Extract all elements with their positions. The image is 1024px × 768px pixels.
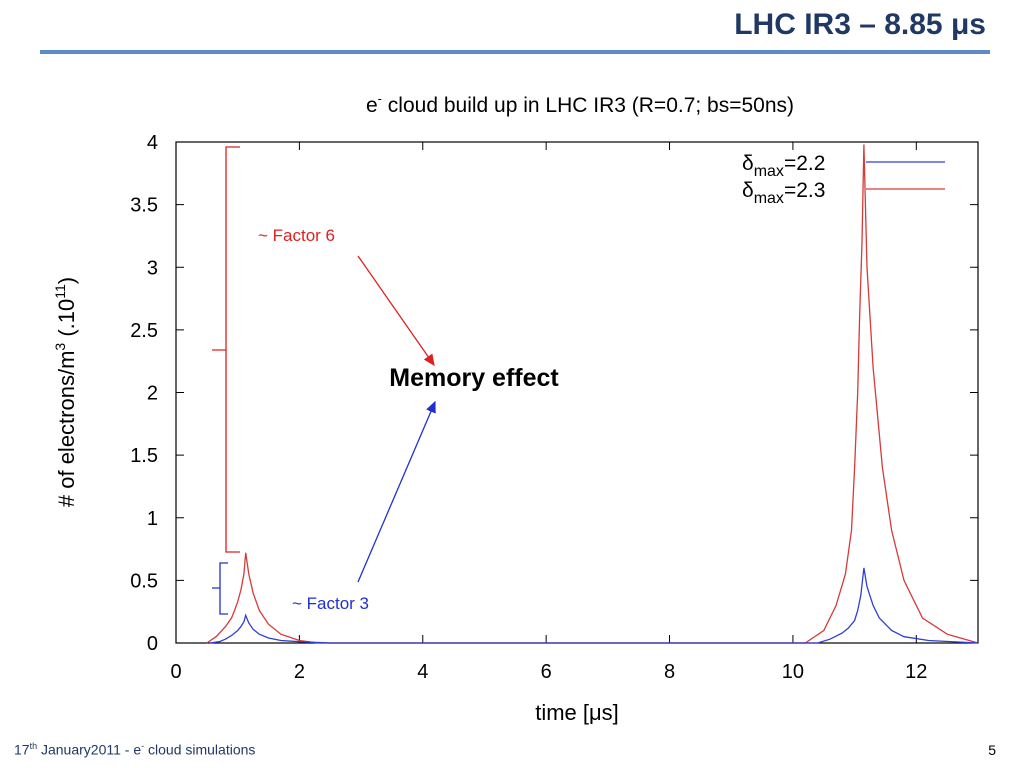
- y-tick-label: 2: [147, 383, 158, 405]
- y-tick-label: 0: [147, 633, 158, 655]
- x-tick-label: 12: [905, 661, 927, 683]
- ylabel-end: ): [54, 277, 79, 284]
- series-line-2: [206, 144, 979, 644]
- footer-sup2: -: [141, 741, 145, 752]
- y-tick-label: 0.5: [130, 570, 158, 592]
- chart-title-main: e: [366, 94, 378, 117]
- y-tick-label: 2.5: [130, 320, 158, 342]
- page-number: 5: [988, 742, 996, 758]
- x-tick-label: 6: [541, 661, 552, 683]
- legend1-rest: =2.2: [784, 152, 825, 175]
- x-tick-label: 2: [294, 661, 305, 683]
- legend-label-2: δmax=2.3: [742, 179, 825, 207]
- x-tick-label: 4: [417, 661, 428, 683]
- x-tick-label: 0: [170, 661, 181, 683]
- y-tick-label: 3.5: [130, 195, 158, 217]
- factor3-arrow: [357, 400, 436, 583]
- footer-day: 17: [14, 742, 30, 758]
- footer: 17th January2011 - e- cloud simulations: [14, 741, 255, 758]
- factor3-brace: [212, 562, 228, 615]
- footer-rest: January2011 - e: [37, 742, 142, 758]
- y-tick-label: 4: [147, 132, 158, 154]
- series-line-1: [209, 567, 979, 644]
- ylabel-sup2: 11: [52, 284, 68, 299]
- legend2-rest: =2.3: [784, 179, 825, 202]
- footer-tail: cloud simulations: [144, 742, 256, 758]
- legend2-sub: max: [754, 190, 784, 207]
- factor3-label: ~ Factor 3: [292, 594, 369, 613]
- ylabel-mid: (.10: [54, 299, 79, 343]
- legend: δmax=2.2 δmax=2.3: [742, 152, 945, 207]
- slide-title: LHC IR3 – 8.85 μs: [734, 8, 986, 41]
- chart-title-rest: cloud build up in LHC IR3 (R=0.7; bs=50n…: [382, 94, 794, 117]
- ylabel-main: # of electrons/m: [54, 351, 79, 508]
- x-tick-label: 10: [782, 661, 804, 683]
- y-tick-label: 1.5: [130, 445, 158, 467]
- legend1-symbol: δ: [742, 152, 754, 175]
- y-axis-label: # of electrons/m3 (.1011): [52, 277, 79, 507]
- footer-sup: th: [29, 741, 38, 752]
- axis-ticks: 0 2 4 6 8 10 12 0 0.5 1 1.5 2 2.5 3 3.5 4: [130, 132, 978, 683]
- memory-effect-label: Memory effect: [389, 364, 559, 392]
- ylabel-sup: 3: [52, 343, 68, 351]
- title-rule: [40, 50, 990, 54]
- factor6-brace: [212, 146, 240, 553]
- x-tick-label: 8: [664, 661, 675, 683]
- y-tick-label: 1: [147, 508, 158, 530]
- factor6-label: ~ Factor 6: [258, 226, 335, 245]
- legend2-symbol: δ: [742, 179, 754, 202]
- chart-title: e- cloud build up in LHC IR3 (R=0.7; bs=…: [366, 91, 794, 117]
- legend1-sub: max: [754, 163, 784, 180]
- series-group: [206, 144, 979, 644]
- chart-title-sup: -: [378, 91, 382, 106]
- x-axis-label: time [μs]: [535, 700, 619, 725]
- legend-label-1: δmax=2.2: [742, 152, 825, 180]
- factor6-arrow: [357, 255, 435, 367]
- y-tick-label: 3: [147, 257, 158, 279]
